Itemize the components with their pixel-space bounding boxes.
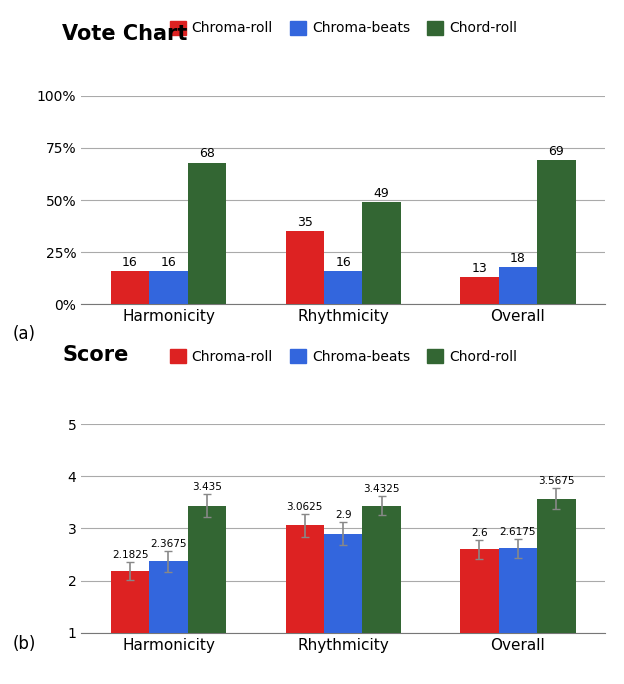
Bar xyxy=(188,163,226,304)
Text: 3.4325: 3.4325 xyxy=(363,484,400,495)
Text: 3.0625: 3.0625 xyxy=(286,501,323,512)
Bar xyxy=(111,571,149,633)
Text: 69: 69 xyxy=(548,145,564,158)
Text: 16: 16 xyxy=(160,256,177,269)
Bar xyxy=(149,562,188,633)
Bar xyxy=(324,534,363,633)
Bar xyxy=(537,161,575,304)
Bar xyxy=(286,231,324,304)
Text: 2.9: 2.9 xyxy=(335,510,351,520)
Bar xyxy=(363,202,401,304)
Bar xyxy=(499,549,537,633)
Text: 3.5675: 3.5675 xyxy=(538,476,575,486)
Bar xyxy=(324,271,363,304)
Text: (b): (b) xyxy=(12,635,36,653)
Legend: Chroma-roll, Chroma-beats, Chord-roll: Chroma-roll, Chroma-beats, Chord-roll xyxy=(164,15,522,41)
Text: 2.6: 2.6 xyxy=(471,528,488,538)
Text: 35: 35 xyxy=(297,216,313,229)
Text: Vote Chart: Vote Chart xyxy=(62,24,188,44)
Text: 16: 16 xyxy=(122,256,138,269)
Bar xyxy=(461,549,499,633)
Text: 18: 18 xyxy=(510,252,526,265)
Bar xyxy=(363,506,401,633)
Bar xyxy=(537,499,575,633)
Text: 2.3675: 2.3675 xyxy=(150,539,187,549)
Bar xyxy=(499,267,537,304)
Bar xyxy=(286,525,324,633)
Text: 2.1825: 2.1825 xyxy=(112,549,149,560)
Text: 2.6175: 2.6175 xyxy=(500,527,536,537)
Legend: Chroma-roll, Chroma-beats, Chord-roll: Chroma-roll, Chroma-beats, Chord-roll xyxy=(164,343,522,369)
Bar xyxy=(461,277,499,304)
Bar xyxy=(149,271,188,304)
Bar xyxy=(111,271,149,304)
Text: 3.435: 3.435 xyxy=(192,482,222,492)
Text: (a): (a) xyxy=(12,325,36,343)
Text: 16: 16 xyxy=(335,256,351,269)
Bar xyxy=(188,505,226,633)
Text: 13: 13 xyxy=(472,262,487,275)
Text: Score: Score xyxy=(62,345,129,365)
Text: 68: 68 xyxy=(199,148,215,161)
Text: 49: 49 xyxy=(374,187,389,200)
